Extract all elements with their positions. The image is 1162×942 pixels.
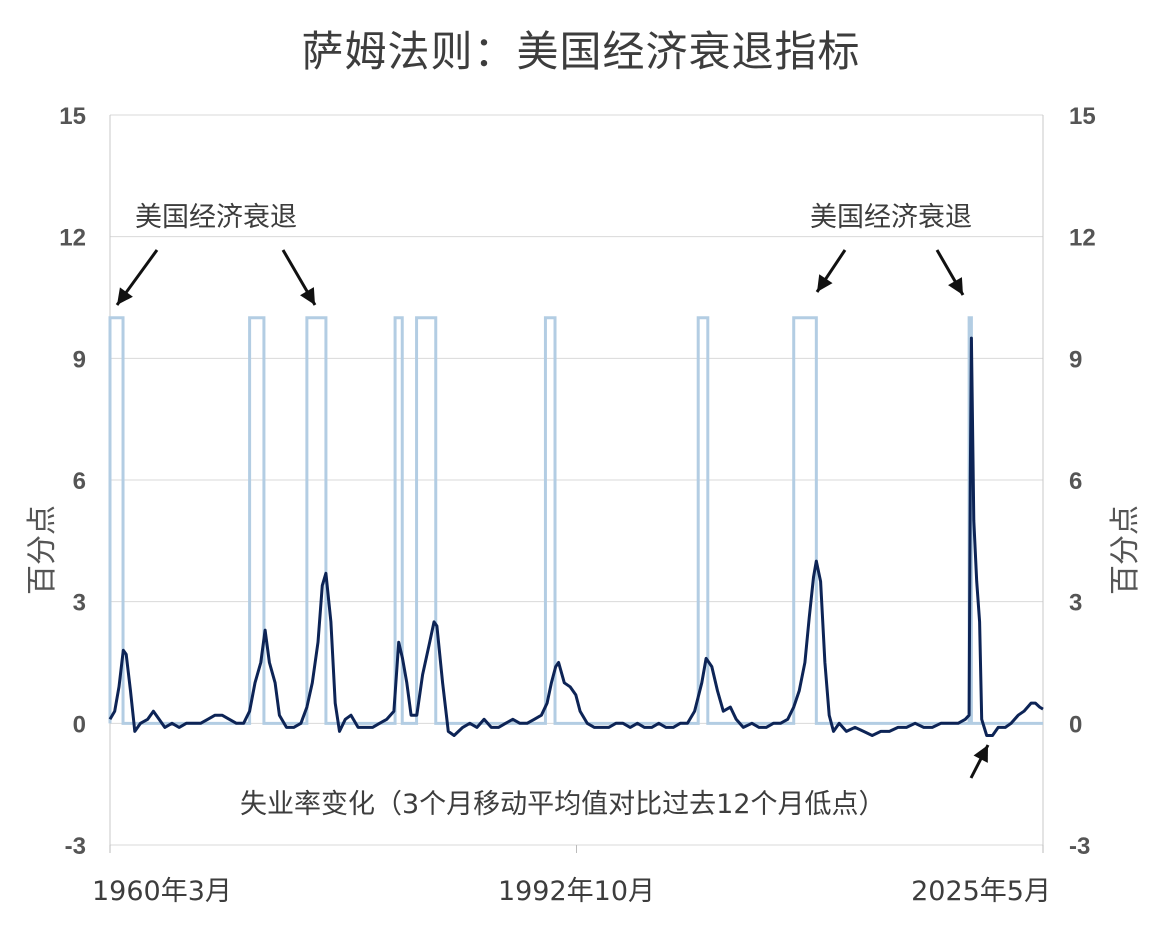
chart-title: 萨姆法则：美国经济衰退指标 [301,27,861,76]
y-tick-left-3: 6 [73,468,86,495]
series-layer [108,316,1044,737]
y-tick-right-3: 6 [1069,468,1082,495]
arrow-2-head [300,287,315,305]
series-recession-line [108,316,1043,725]
y-axis-title-right: 百分点 [1108,505,1143,595]
y-tick-right-6: 15 [1069,103,1096,130]
tick-labels: -3 -3 0 0 3 3 6 6 9 9 12 12 15 15 1960年3月 1992年10月 2025年… [25,103,1143,907]
arrow-4-head [948,277,963,295]
x-tick-label-0: 1960年3月 [92,876,232,907]
y-tick-left-6: 15 [59,103,86,130]
annotation-recession-right: 美国经济衰退 [810,202,972,233]
x-tick-label-2: 2025年5月 [911,876,1051,907]
y-axis-title-left: 百分点 [25,505,60,595]
x-tick-label-1: 1992年10月 [498,876,655,907]
y-tick-right-0: -3 [1069,833,1090,860]
annotation-recession-left: 美国经济衰退 [135,202,297,233]
arrow-1-head [117,287,133,305]
annotation-sahm: 失业率变化（3个月移动平均值对比过去12个月低点） [240,789,886,820]
arrow-5-head [973,745,988,763]
y-tick-left-1: 0 [73,711,86,738]
y-tick-right-4: 9 [1069,346,1082,373]
series-sahm-line [108,336,1044,737]
y-tick-right-5: 12 [1069,225,1096,252]
y-tick-left-4: 9 [73,346,86,373]
y-tick-right-1: 0 [1069,711,1082,738]
y-tick-right-2: 3 [1069,590,1082,617]
y-tick-left-2: 3 [73,590,86,617]
arrow-3-head [817,274,833,292]
y-tick-left-0: -3 [65,833,86,860]
y-tick-left-5: 12 [59,225,86,252]
